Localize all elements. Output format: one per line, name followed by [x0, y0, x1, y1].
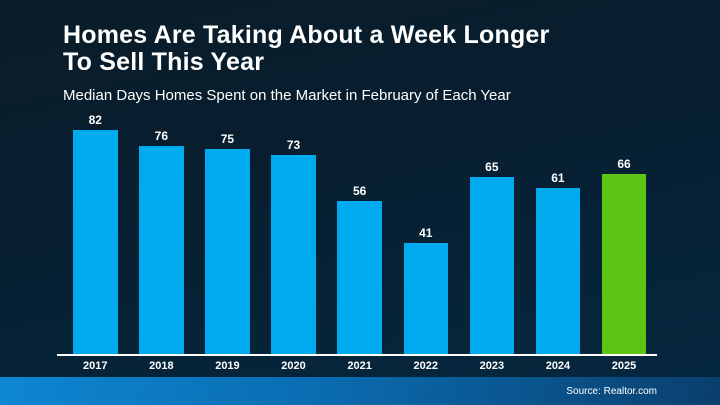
bar-value-label: 61 — [551, 170, 565, 185]
x-tick-label: 2022 — [413, 360, 438, 372]
x-axis-line — [57, 354, 657, 356]
bar-2023 — [469, 176, 515, 355]
x-tick-label: 2020 — [281, 360, 306, 372]
bar-value-label: 76 — [154, 129, 169, 144]
bar-value-label: 41 — [419, 225, 433, 240]
footer-band: Source: Realtor.com — [0, 377, 720, 405]
slide-title: Homes Are Taking About a Week Longer To … — [63, 22, 549, 76]
x-tick-label: 2023 — [479, 360, 505, 372]
x-tick-label: 2018 — [149, 360, 174, 372]
x-tick-label: 2025 — [611, 360, 637, 372]
x-tick-label: 2017 — [83, 360, 108, 372]
bar-value-label: 73 — [286, 137, 301, 152]
bar-2017 — [73, 130, 118, 355]
bar-2024 — [535, 187, 581, 355]
x-tick-label: 2021 — [347, 360, 372, 372]
bar-2019 — [205, 149, 250, 355]
title-line-2: To Sell This Year — [63, 48, 265, 76]
x-tick-label: 2019 — [215, 360, 240, 372]
bar-2022 — [403, 242, 448, 355]
bar-value-label: 66 — [617, 156, 631, 171]
bar-value-label: 56 — [352, 184, 367, 199]
bar-2025 — [601, 173, 647, 355]
bar-value-label: 65 — [485, 159, 499, 174]
x-tick-label: 2024 — [545, 360, 571, 372]
chart-subtitle: Median Days Homes Spent on the Market in… — [63, 87, 511, 104]
title-line-1: Homes Are Taking About a Week Longer — [63, 21, 550, 49]
bar-2021 — [337, 201, 382, 355]
bar-value-label: 82 — [88, 113, 102, 127]
bar-value-label: 75 — [220, 132, 235, 147]
bar-2018 — [139, 146, 184, 355]
source-text: Source: Realtor.com — [566, 385, 657, 397]
bar-2020 — [271, 154, 316, 355]
